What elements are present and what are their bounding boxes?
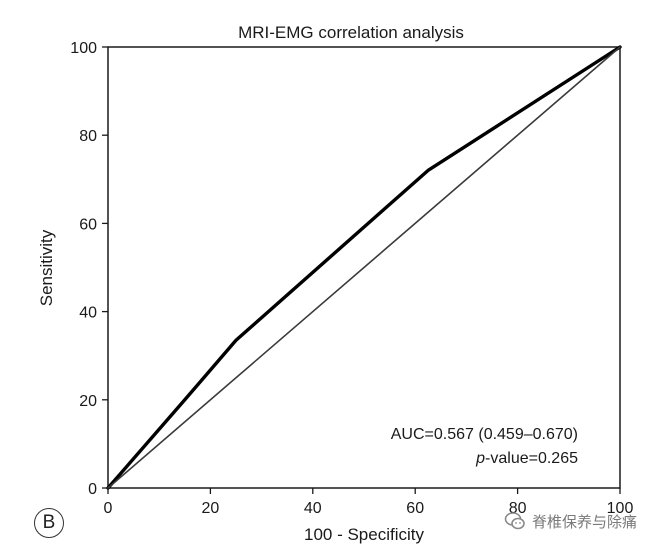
p-value-annotation: p-value=0.265 [475, 450, 578, 467]
x-tick-label: 20 [202, 500, 220, 517]
panel-label-text: B [42, 512, 56, 533]
x-tick-label: 100 [607, 500, 634, 517]
x-axis-label: 100 - Specificity [304, 525, 424, 544]
y-axis-label: Sensitivity [37, 229, 56, 306]
reference-diagonal-line [107, 46, 621, 489]
x-tick-label: 40 [304, 500, 322, 517]
roc-curve-line [106, 45, 622, 490]
watermark-text: 脊椎保养与除痛 [532, 513, 638, 531]
p-italic: p [475, 450, 485, 467]
x-tick-label: 60 [406, 500, 424, 517]
panel-label-badge: B [34, 508, 64, 538]
x-tick-label: 0 [104, 500, 113, 517]
auc-annotation: AUC=0.567 (0.459–0.670) [391, 426, 578, 443]
y-tick-label: 0 [88, 481, 97, 498]
watermark: 脊椎保养与除痛 [504, 510, 637, 532]
chart-title: MRI-EMG correlation analysis [238, 23, 464, 42]
y-tick-label: 80 [79, 128, 97, 145]
p-value-text: -value=0.265 [485, 450, 578, 467]
y-tick-label: 40 [79, 305, 97, 322]
roc-series [106, 45, 622, 490]
y-tick-label: 60 [79, 216, 97, 233]
wechat-bubble-icon [504, 512, 525, 530]
y-tick-label: 100 [70, 40, 97, 57]
y-tick-label: 20 [79, 393, 97, 410]
plot-frame [107, 46, 621, 489]
